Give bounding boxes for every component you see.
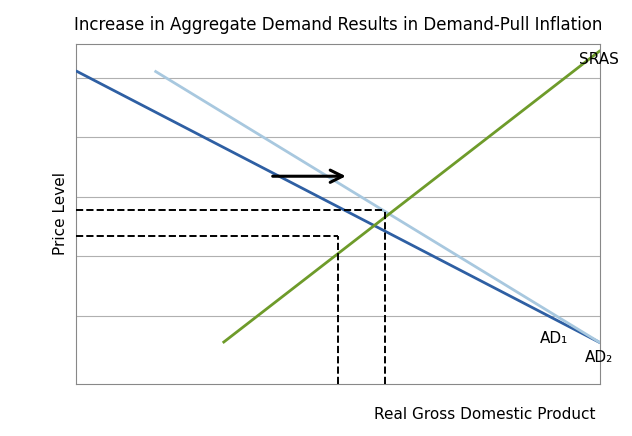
X-axis label: Real Gross Domestic Product: Real Gross Domestic Product	[374, 408, 596, 422]
Text: SRAS: SRAS	[580, 52, 619, 67]
Y-axis label: Price Level: Price Level	[52, 172, 68, 255]
Text: AD₁: AD₁	[540, 331, 568, 346]
Text: AD₂: AD₂	[585, 350, 613, 364]
Title: Increase in Aggregate Demand Results in Demand-Pull Inflation: Increase in Aggregate Demand Results in …	[74, 16, 602, 34]
